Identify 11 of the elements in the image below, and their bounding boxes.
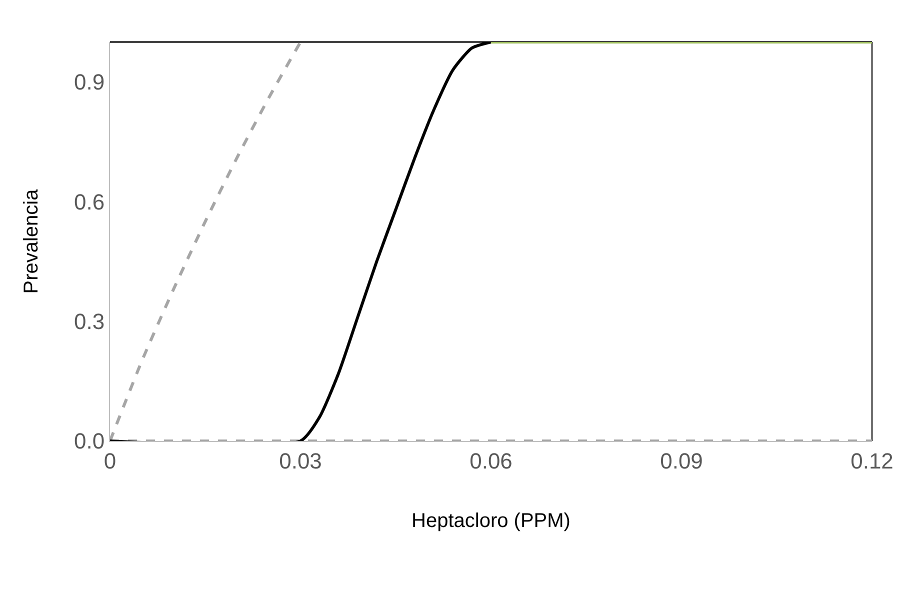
x-tick-label: 0.06 xyxy=(470,448,512,474)
y-tick-label: 0.6 xyxy=(74,189,105,214)
x-axis-title: Heptacloro (PPM) xyxy=(412,510,570,532)
y-axis-title: Prevalencia xyxy=(20,188,43,294)
y-tick-label: 0.0 xyxy=(74,428,105,454)
x-tick-label: 0.09 xyxy=(660,448,703,474)
y-tick-label: 0.9 xyxy=(74,70,105,95)
y-tick-label: 0.3 xyxy=(74,309,105,334)
x-tick-label: 0.03 xyxy=(279,448,322,474)
x-tick-label: 0.12 xyxy=(850,448,894,474)
x-tick-label: 0 xyxy=(104,448,116,474)
